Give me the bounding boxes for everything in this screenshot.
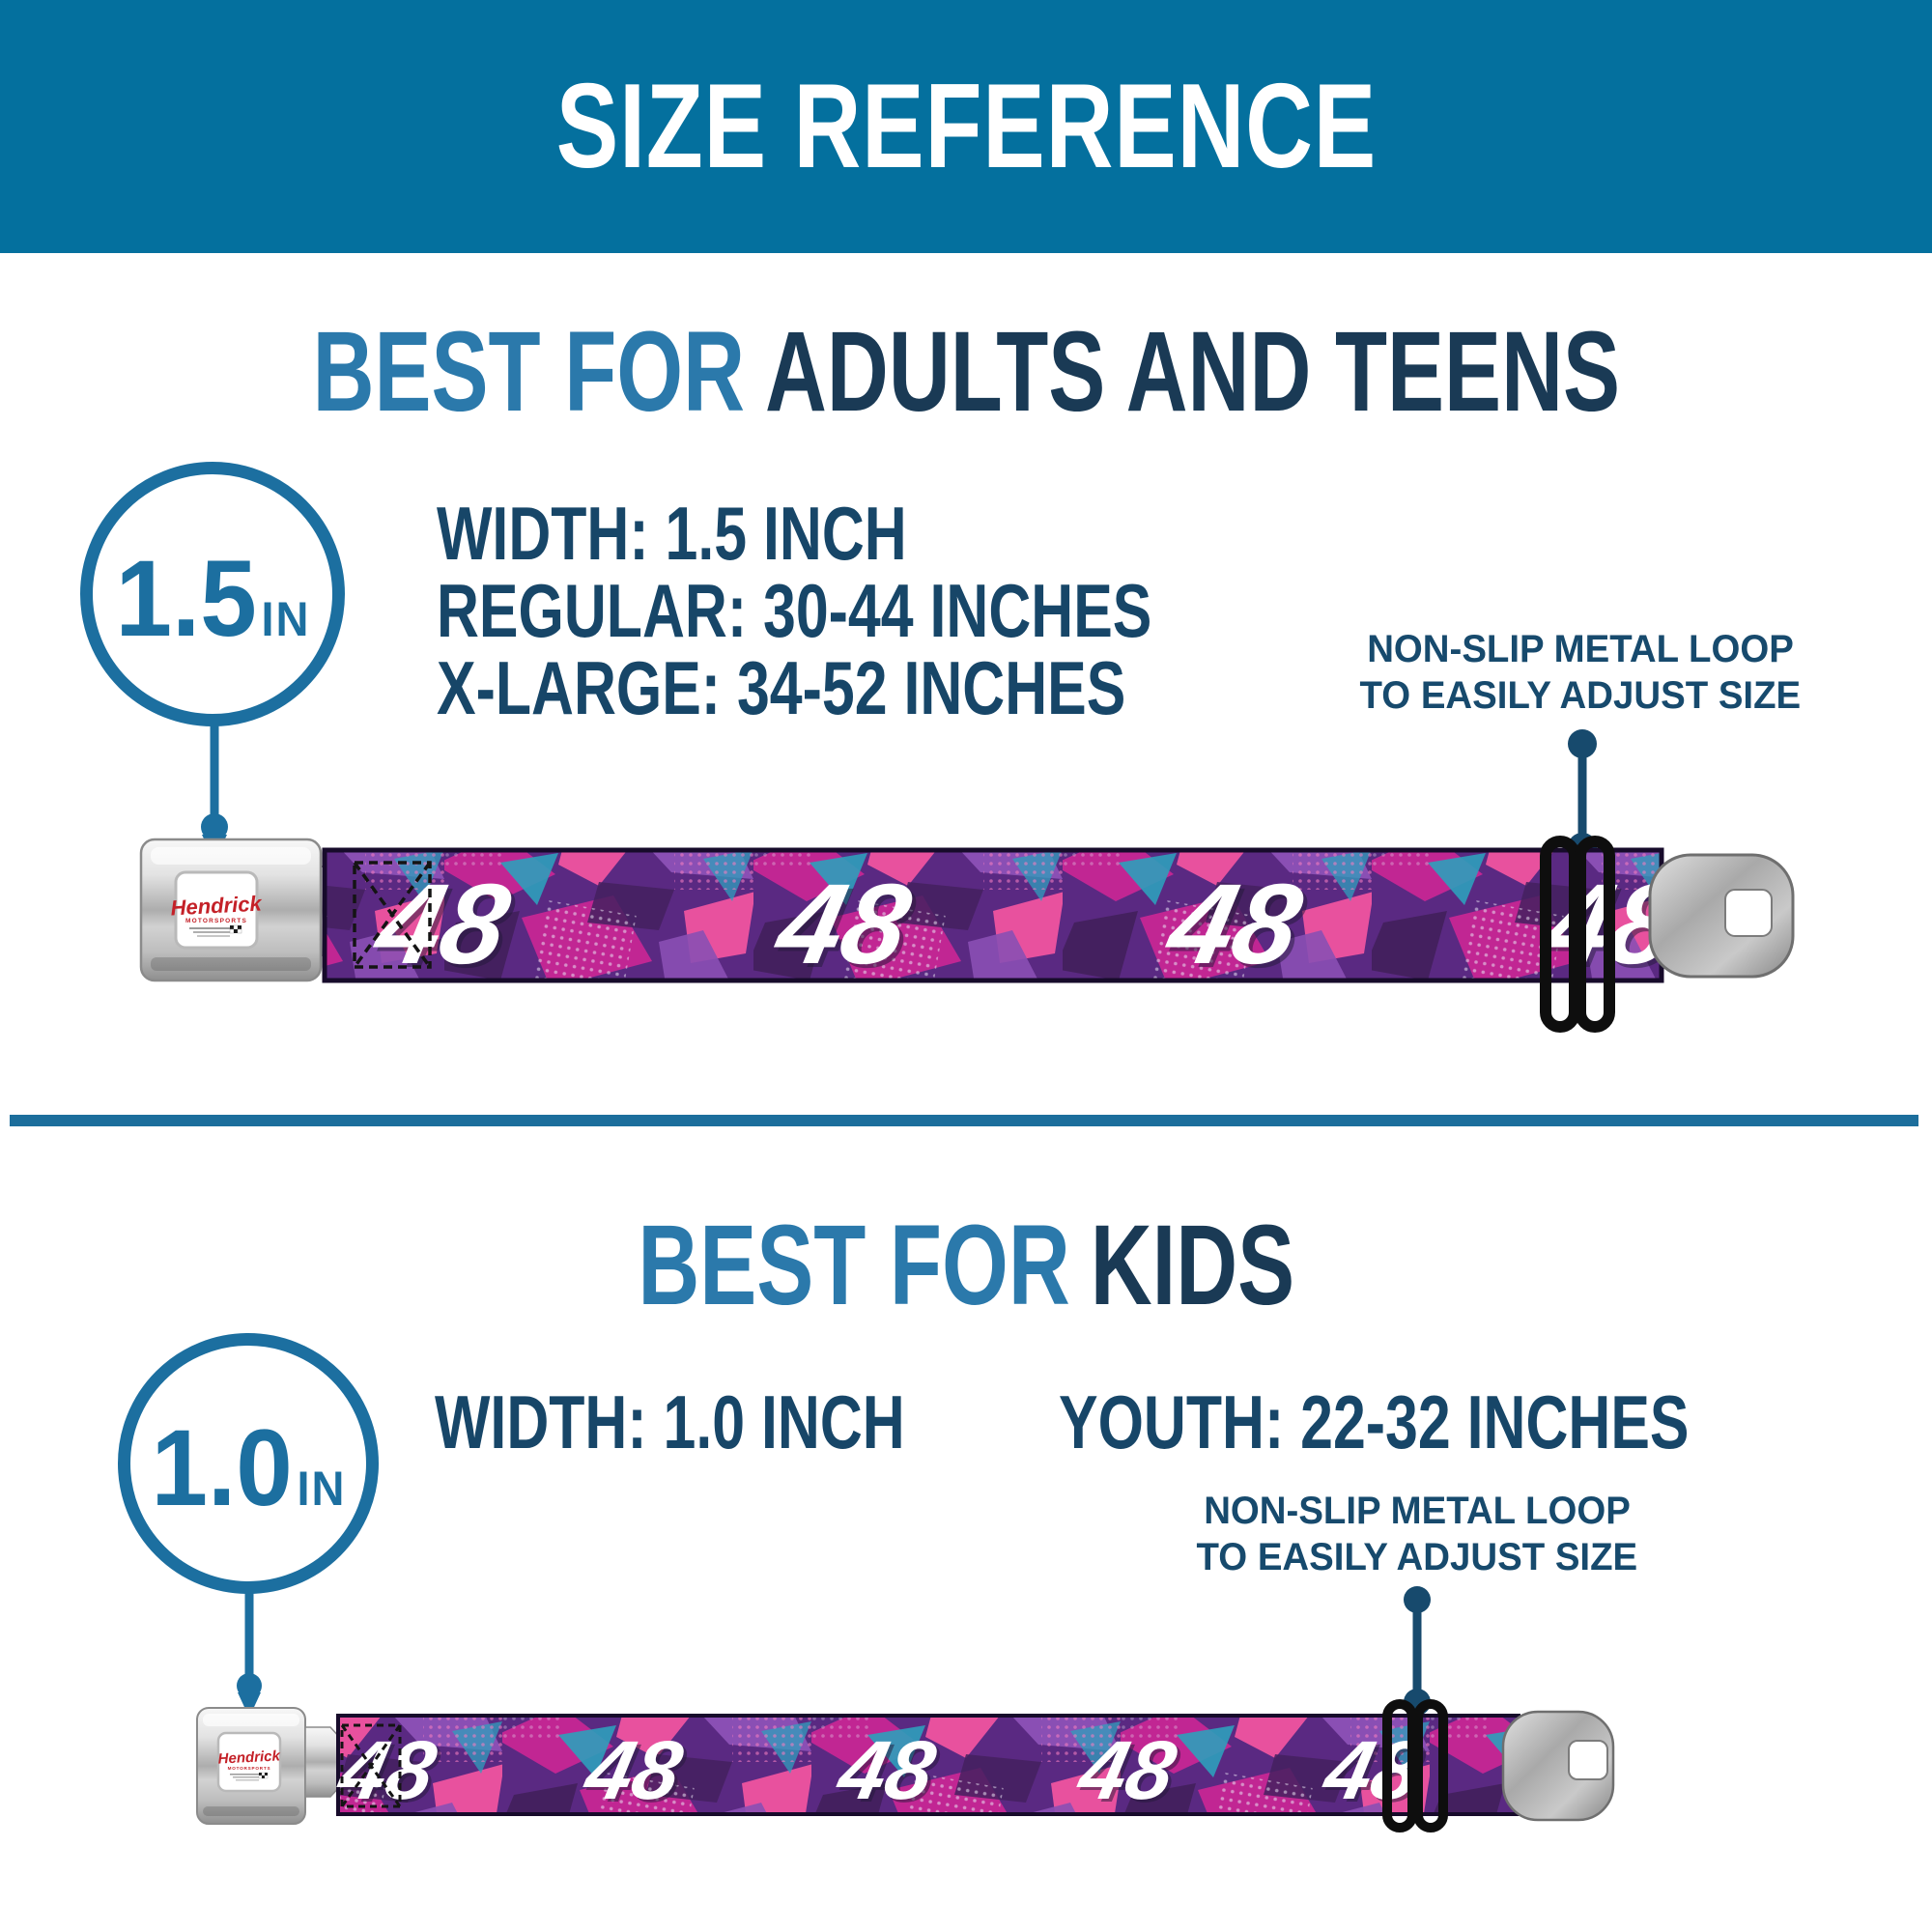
width-badge-kids: 1.0 IN	[118, 1333, 379, 1594]
checkered-flag-icon	[189, 924, 242, 937]
svg-text:48: 48	[833, 1727, 948, 1820]
svg-text:48: 48	[1156, 861, 1313, 988]
adults-heading-rest: ADULTS AND TEENS	[764, 308, 1620, 436]
adults-callout: NON-SLIP METAL LOOP TO EASILY ADJUST SIZ…	[1310, 626, 1851, 719]
belt-strap	[322, 847, 1664, 983]
kids-specs: WIDTH: 1.0 INCH YOUTH: 22-32 INCHES	[435, 1383, 1866, 1461]
adjuster-loop	[1382, 1699, 1448, 1833]
spec-line: WIDTH: 1.0 INCH	[435, 1379, 905, 1464]
kids-callout: NON-SLIP METAL LOOP TO EASILY ADJUST SIZ…	[1147, 1488, 1688, 1580]
svg-text:48: 48	[576, 1724, 691, 1817]
seatbelt-buckle: Hendrick MOTORSPORTS	[139, 838, 370, 982]
adults-heading-accent: BEST FOR	[312, 308, 745, 436]
belt-tongue	[1501, 1710, 1615, 1822]
svg-text:MOTORSPORTS: MOTORSPORTS	[185, 918, 247, 924]
callout-line: NON-SLIP METAL LOOP	[1204, 1490, 1631, 1532]
page-title: SIZE REFERENCE	[555, 60, 1377, 193]
svg-text:48: 48	[765, 861, 922, 988]
spec-line: YOUTH: 22-32 INCHES	[1058, 1379, 1690, 1464]
callout-line: NON-SLIP METAL LOOP	[1367, 628, 1794, 670]
checkered-flag-icon	[230, 1772, 269, 1781]
svg-text:48: 48	[368, 865, 525, 992]
kids-heading: BEST FOR KIDS	[0, 1208, 1932, 1323]
svg-text:48: 48	[1069, 1724, 1184, 1817]
badge-unit-kids: IN	[297, 1461, 346, 1516]
svg-text:48: 48	[829, 1724, 944, 1817]
spec-line: X-LARGE: 34-52 INCHES	[437, 645, 1126, 730]
adults-heading: BEST FOR ADULTS AND TEENS	[0, 314, 1932, 430]
svg-text:48: 48	[1160, 865, 1317, 992]
stitch-box	[340, 1723, 402, 1808]
stitch-box	[353, 861, 432, 969]
callout-line: TO EASILY ADJUST SIZE	[1359, 674, 1802, 717]
svg-text:48: 48	[1073, 1727, 1188, 1820]
badge-value-kids: 1.0	[151, 1406, 293, 1528]
header-banner: SIZE REFERENCE	[0, 0, 1932, 253]
adults-specs: WIDTH: 1.5 INCH REGULAR: 30-44 INCHES X-…	[437, 495, 1932, 726]
kids-heading-rest: KIDS	[1090, 1202, 1294, 1329]
section-divider	[10, 1115, 1918, 1126]
badge-pointer-kids	[237, 1589, 262, 1718]
belt-strap	[336, 1714, 1520, 1816]
width-badge-adults: 1.5 IN	[80, 462, 345, 726]
badge-unit-adults: IN	[261, 591, 310, 646]
belt-tongue	[1648, 853, 1795, 979]
spec-line: WIDTH: 1.5 INCH	[437, 491, 907, 576]
svg-text:Hendrick: Hendrick	[170, 891, 264, 920]
brand-logo: Hendrick MOTORSPORTS	[217, 1747, 281, 1781]
seatbelt-buckle: Hendrick MOTORSPORTS	[196, 1707, 343, 1825]
svg-text:48: 48	[333, 1727, 448, 1820]
svg-text:48: 48	[580, 1727, 695, 1820]
svg-text:48: 48	[329, 1724, 444, 1817]
svg-text:MOTORSPORTS: MOTORSPORTS	[228, 1766, 271, 1771]
badge-value-adults: 1.5	[115, 537, 257, 659]
brand-logo: Hendrick MOTORSPORTS	[170, 891, 264, 937]
spec-line: REGULAR: 30-44 INCHES	[437, 568, 1152, 653]
callout-line: TO EASILY ADJUST SIZE	[1196, 1536, 1638, 1578]
kids-heading-accent: BEST FOR	[638, 1202, 1070, 1329]
adjuster-loop	[1540, 836, 1615, 1033]
svg-text:48: 48	[769, 865, 925, 992]
svg-text:Hendrick: Hendrick	[217, 1747, 281, 1767]
